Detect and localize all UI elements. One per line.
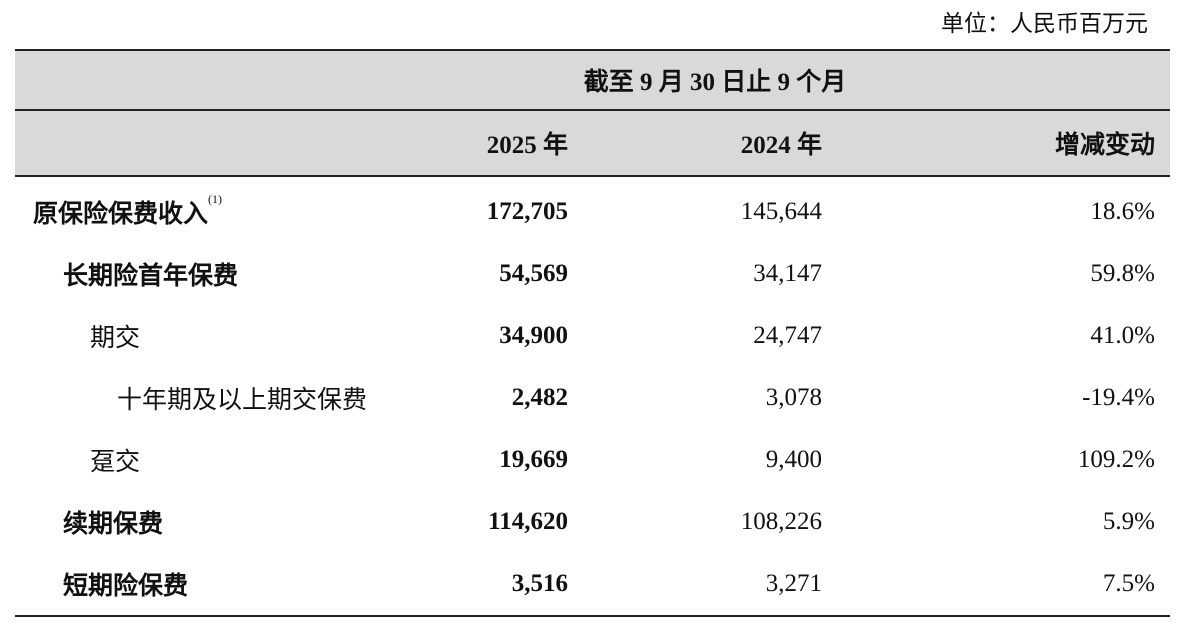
row-label: 原保险保费收入(1) (33, 192, 223, 230)
value-2024: 3,271 (765, 570, 822, 597)
row-label: 期交 (90, 325, 141, 352)
value-change: 18.6% (1090, 198, 1155, 225)
value-2024: 145,644 (740, 198, 822, 225)
row-label: 短期险保费 (63, 573, 189, 600)
value-change: 59.8% (1090, 260, 1155, 287)
row-label: 续期保费 (63, 511, 164, 538)
value-2024: 108,226 (740, 508, 822, 535)
table-row: 长期险首年保费 54,569 34,147 59.8% (15, 243, 1170, 305)
table-row: 短期险保费 3,516 3,271 7.5% (15, 553, 1170, 617)
column-header-row: 2025 年 2024 年 增减变动 (15, 111, 1170, 177)
value-2024: 9,400 (765, 446, 822, 473)
value-2025: 34,900 (499, 322, 568, 349)
value-2025: 114,620 (488, 508, 568, 535)
unit-note: 单位：人民币百万元 (941, 11, 1148, 36)
value-2025: 19,669 (499, 446, 568, 473)
table-row: 趸交 19,669 9,400 109.2% (15, 429, 1170, 491)
row-label: 长期险首年保费 (63, 263, 239, 290)
row-label: 十年期及以上期交保费 (117, 387, 368, 414)
col-2024: 2024 年 (740, 132, 822, 159)
period-header: 截至 9 月 30 日止 9 个月 (15, 49, 1170, 111)
table-row: 续期保费 114,620 108,226 5.9% (15, 491, 1170, 553)
row-label-text: 原保险保费收入 (33, 201, 209, 228)
period-title: 截至 9 月 30 日止 9 个月 (583, 69, 847, 96)
value-change: -19.4% (1082, 384, 1155, 411)
value-2025: 172,705 (486, 198, 568, 225)
premium-table: 截至 9 月 30 日止 9 个月 2025 年 2024 年 增减变动 原保险… (15, 49, 1170, 617)
col-change: 增减变动 (1054, 132, 1155, 159)
value-2024: 3,078 (765, 384, 822, 411)
value-2024: 34,147 (753, 260, 822, 287)
value-change: 5.9% (1102, 508, 1155, 535)
row-label: 趸交 (90, 449, 141, 476)
table-row: 原保险保费收入(1) 172,705 145,644 18.6% (15, 181, 1170, 243)
value-2025: 2,482 (511, 384, 568, 411)
value-2025: 3,516 (511, 570, 568, 597)
table-row: 十年期及以上期交保费 2,482 3,078 -19.4% (15, 367, 1170, 429)
table-row: 期交 34,900 24,747 41.0% (15, 305, 1170, 367)
value-change: 109.2% (1077, 446, 1155, 473)
col-2025: 2025 年 (486, 132, 568, 159)
value-2024: 24,747 (753, 322, 822, 349)
value-2025: 54,569 (499, 260, 568, 287)
value-change: 41.0% (1090, 322, 1155, 349)
value-change: 7.5% (1102, 570, 1155, 597)
footnote-ref: (1) (208, 192, 223, 206)
